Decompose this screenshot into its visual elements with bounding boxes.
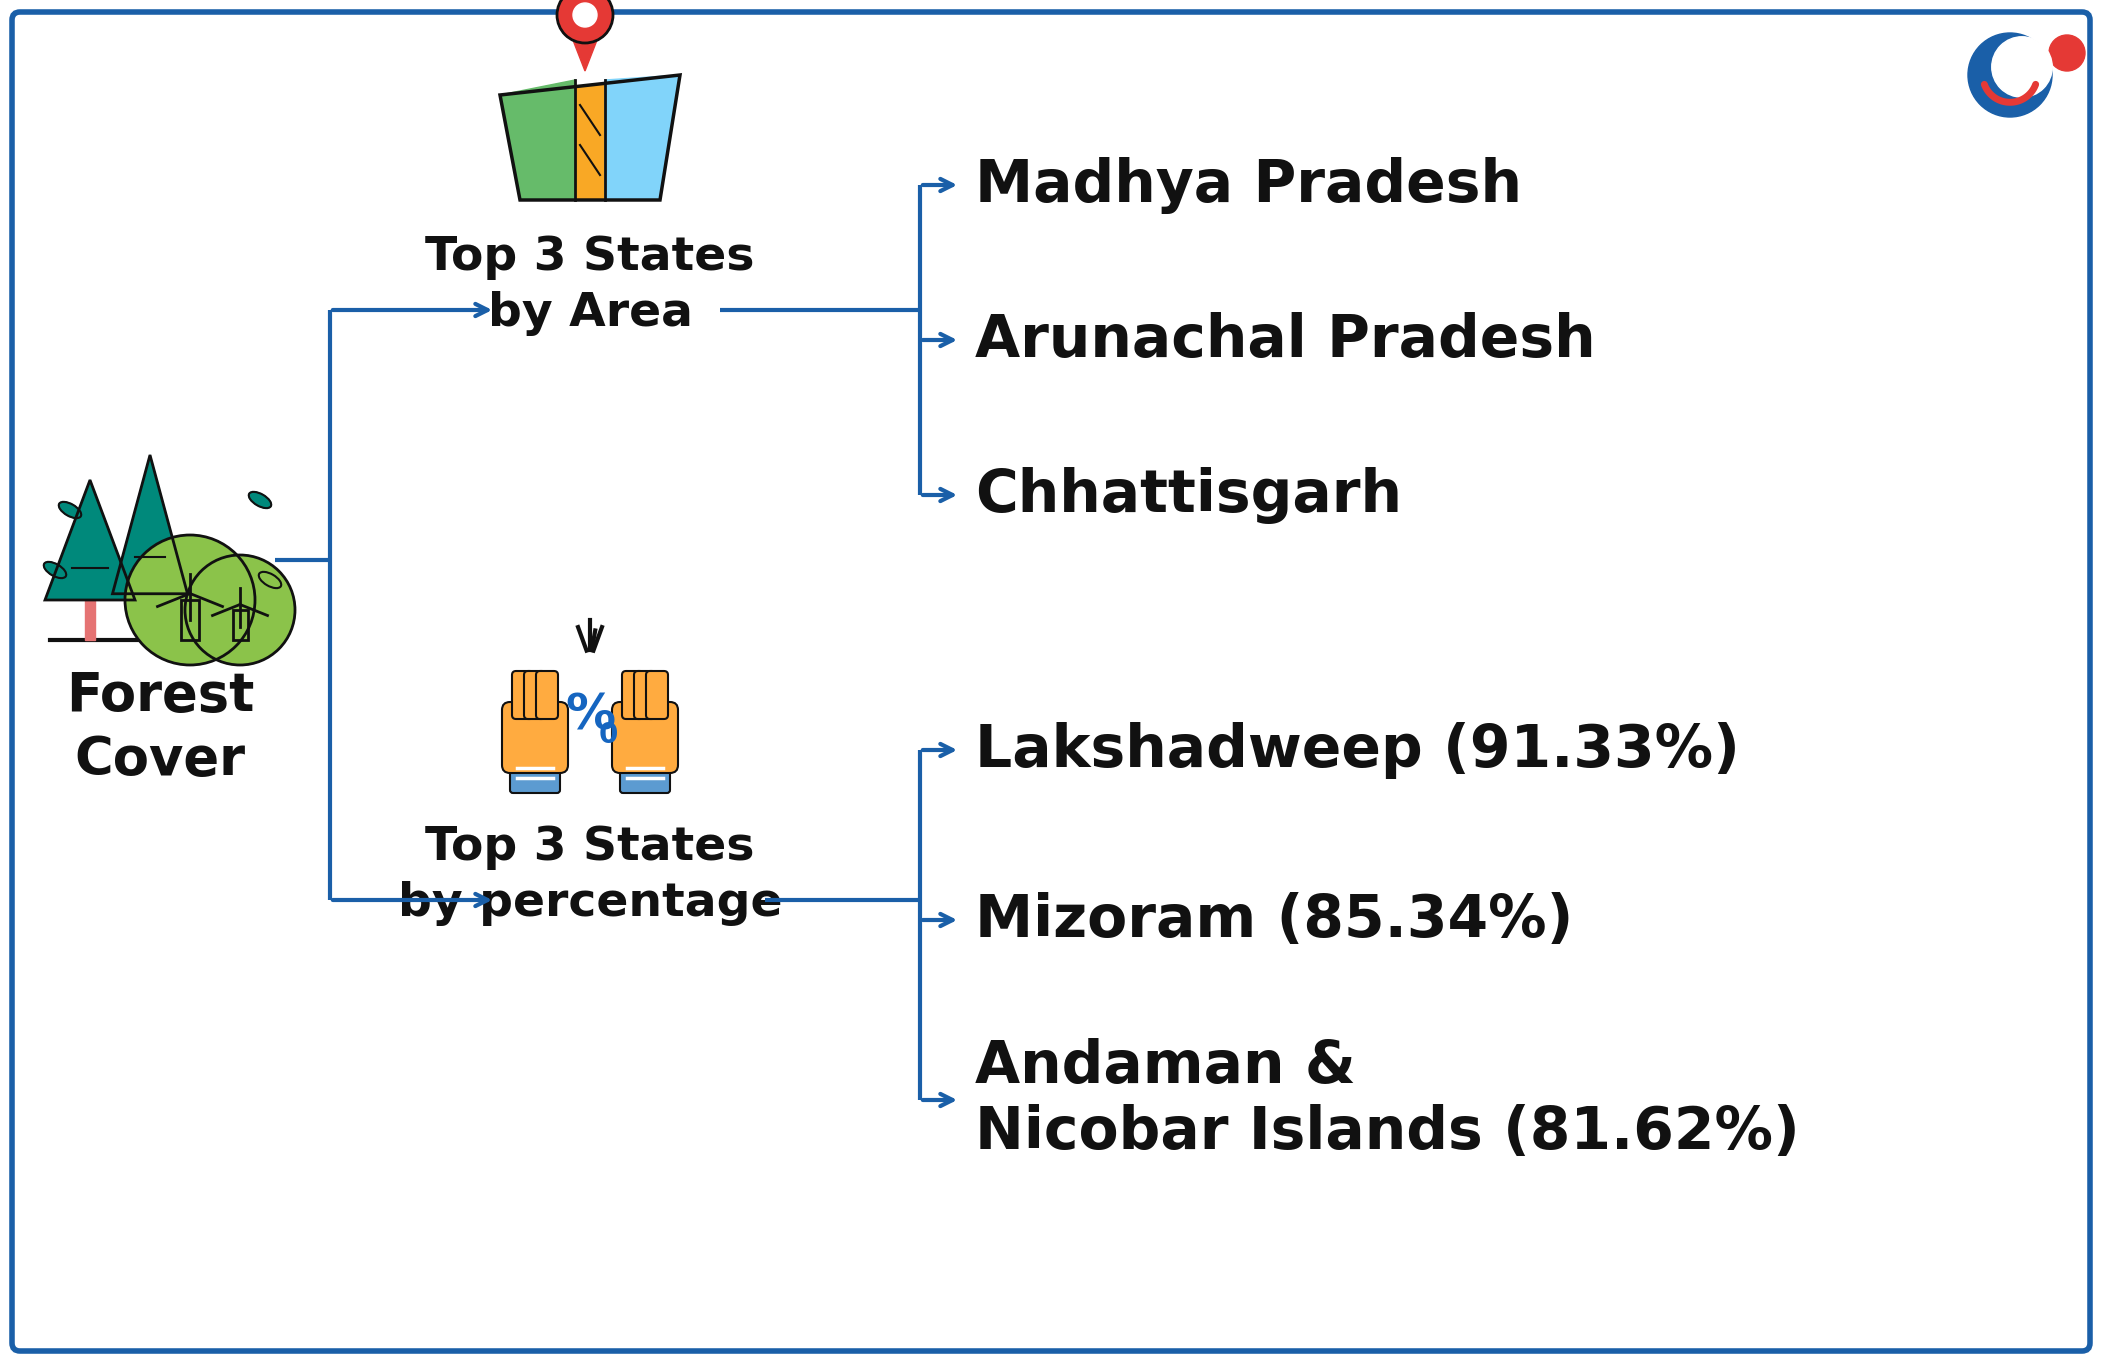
Bar [233, 611, 248, 641]
FancyBboxPatch shape [523, 671, 547, 720]
Circle shape [1993, 37, 2052, 97]
Ellipse shape [259, 572, 282, 587]
Polygon shape [44, 480, 135, 600]
Text: Chhattisgarh: Chhattisgarh [975, 466, 1402, 523]
Ellipse shape [44, 562, 67, 578]
Text: Madhya Pradesh: Madhya Pradesh [975, 157, 1522, 214]
Bar [181, 600, 200, 641]
Text: Top 3 States
by Area: Top 3 States by Area [425, 234, 755, 335]
Polygon shape [500, 80, 576, 200]
Text: Lakshadweep (91.33%): Lakshadweep (91.33%) [975, 721, 1740, 778]
FancyBboxPatch shape [513, 671, 534, 720]
Bar [145, 594, 156, 641]
Bar [233, 611, 248, 641]
Circle shape [557, 0, 614, 44]
Circle shape [574, 3, 597, 27]
FancyBboxPatch shape [13, 12, 2089, 1351]
FancyBboxPatch shape [635, 671, 656, 720]
FancyBboxPatch shape [622, 671, 643, 720]
Bar [84, 600, 95, 641]
Polygon shape [500, 75, 681, 200]
Circle shape [2049, 35, 2085, 71]
FancyBboxPatch shape [612, 702, 679, 773]
Circle shape [185, 555, 294, 665]
Text: Top 3 States
by percentage: Top 3 States by percentage [397, 825, 782, 925]
Text: 0: 0 [599, 721, 618, 750]
Circle shape [124, 536, 254, 665]
FancyBboxPatch shape [620, 756, 671, 793]
Bar [181, 600, 200, 641]
Text: Arunachal Pradesh: Arunachal Pradesh [975, 312, 1595, 368]
Ellipse shape [59, 502, 82, 518]
Text: Andaman &
Nicobar Islands (81.62%): Andaman & Nicobar Islands (81.62%) [975, 1039, 1799, 1161]
FancyBboxPatch shape [645, 671, 668, 720]
Text: Forest
Cover: Forest Cover [65, 671, 254, 786]
Circle shape [1967, 33, 2052, 117]
Polygon shape [605, 75, 681, 200]
Text: Mizoram (85.34%): Mizoram (85.34%) [975, 891, 1574, 949]
Polygon shape [572, 35, 599, 71]
Text: %: % [565, 691, 616, 739]
FancyBboxPatch shape [536, 671, 557, 720]
FancyBboxPatch shape [511, 756, 559, 793]
Ellipse shape [248, 492, 271, 508]
Polygon shape [114, 455, 187, 594]
FancyBboxPatch shape [502, 702, 568, 773]
